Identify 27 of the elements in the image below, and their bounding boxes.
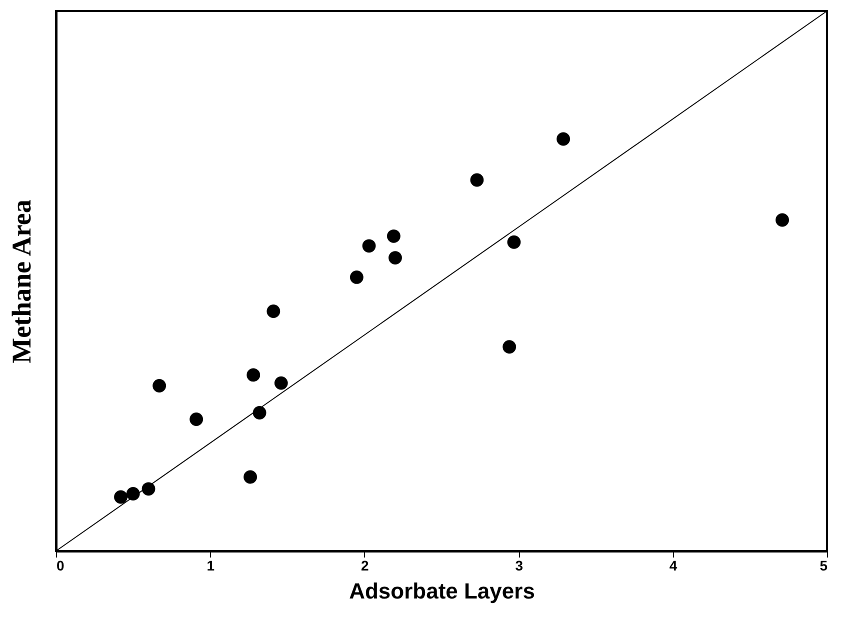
point [556,132,570,146]
point [252,406,266,420]
y-axis-title: Methane Area [6,199,36,364]
point [190,412,204,426]
point [502,340,516,354]
point [142,482,156,496]
point [776,213,789,227]
x-tick-label: 5 [820,558,828,574]
point [114,490,128,504]
point [246,368,260,382]
point [470,173,484,187]
point [152,379,166,392]
x-tick-label: 1 [206,558,215,574]
x-tick-label: 0 [56,558,64,574]
point [362,239,376,253]
x-tick-label: 3 [515,558,524,574]
point [507,235,521,249]
point [386,229,400,243]
point [274,376,288,390]
point [350,270,364,284]
x-tick-label: 2 [361,558,369,574]
point [388,251,402,264]
point [266,304,280,318]
point [244,470,257,484]
x-axis-title: Adsorbate Layers [349,578,535,604]
x-tick-label: 4 [669,558,678,574]
point [126,487,140,500]
